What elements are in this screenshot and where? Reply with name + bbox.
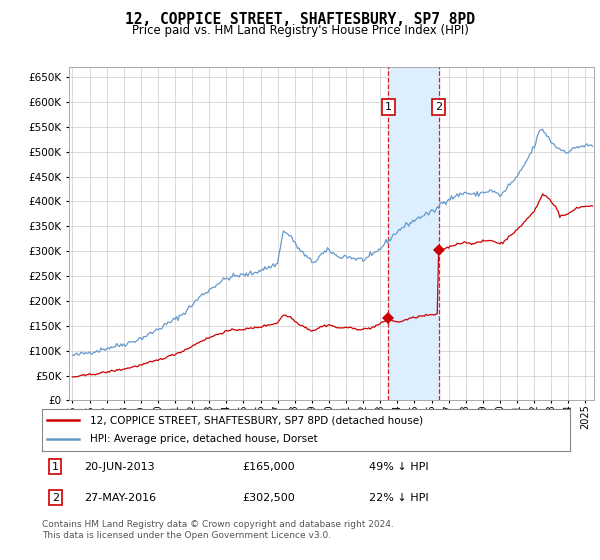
Text: £302,500: £302,500 (242, 493, 295, 503)
Bar (388, 67, 439, 400)
Text: 27-MAY-2016: 27-MAY-2016 (84, 493, 157, 503)
Text: Contains HM Land Registry data © Crown copyright and database right 2024.
This d: Contains HM Land Registry data © Crown c… (42, 520, 394, 540)
Text: 1: 1 (385, 102, 392, 112)
Text: 20-JUN-2013: 20-JUN-2013 (84, 461, 155, 472)
Text: 49% ↓ HPI: 49% ↓ HPI (370, 461, 429, 472)
Text: Price paid vs. HM Land Registry's House Price Index (HPI): Price paid vs. HM Land Registry's House … (131, 24, 469, 37)
Text: 22% ↓ HPI: 22% ↓ HPI (370, 493, 429, 503)
Text: 12, COPPICE STREET, SHAFTESBURY, SP7 8PD (detached house): 12, COPPICE STREET, SHAFTESBURY, SP7 8PD… (89, 415, 422, 425)
Text: HPI: Average price, detached house, Dorset: HPI: Average price, detached house, Dors… (89, 435, 317, 445)
Text: 1: 1 (52, 461, 59, 472)
Text: 12, COPPICE STREET, SHAFTESBURY, SP7 8PD: 12, COPPICE STREET, SHAFTESBURY, SP7 8PD (125, 12, 475, 27)
Text: £165,000: £165,000 (242, 461, 295, 472)
Text: 2: 2 (435, 102, 442, 112)
Text: 2: 2 (52, 493, 59, 503)
